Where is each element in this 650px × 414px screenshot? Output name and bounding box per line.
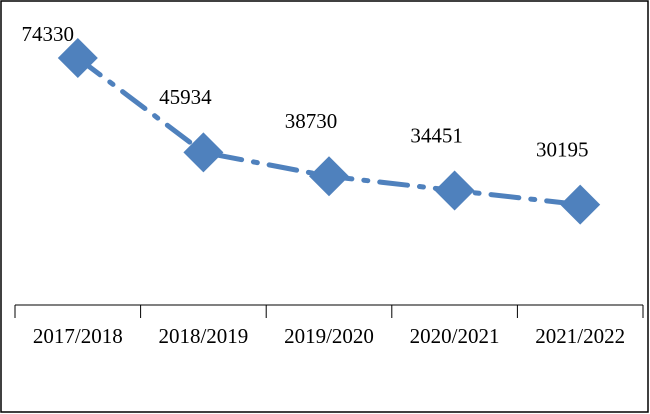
data-label: 38730 [285,109,338,133]
x-tick-label: 2020/2021 [410,324,500,348]
data-marker [57,38,98,78]
data-label: 45934 [159,85,212,109]
data-marker [309,156,349,197]
data-marker [434,170,475,211]
data-label: 74330 [22,22,75,46]
x-tick-label: 2018/2019 [158,324,248,348]
x-tick-label: 2019/2020 [284,324,374,348]
x-tick-label: 2017/2018 [33,324,123,348]
data-label: 30195 [536,137,589,161]
x-tick-label: 2021/2022 [535,324,625,348]
data-label: 34451 [410,123,463,147]
data-marker [560,184,601,225]
data-marker [183,132,224,173]
